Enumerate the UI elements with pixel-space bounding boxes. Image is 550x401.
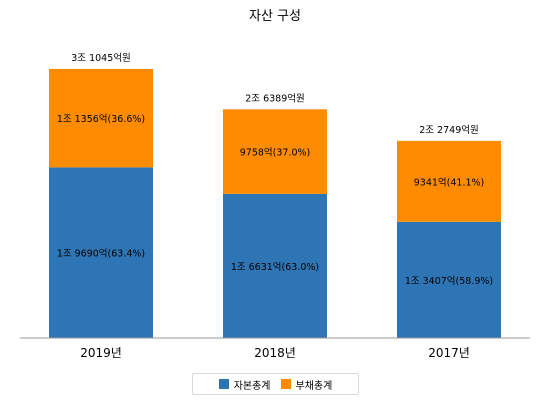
segment-label-liabilities-0: 1조 1356억(36.6%) [57, 113, 145, 125]
segment-label-equity-1: 1조 6631억(63.0%) [231, 261, 319, 273]
segment-label-liabilities-1: 9758억(37.0%) [240, 147, 311, 159]
chart-title: 자산 구성 [249, 9, 301, 24]
total-label-0: 3조 1045억원 [71, 52, 130, 64]
bar-equity-0 [49, 167, 153, 338]
x-tick-label-2: 2017년 [428, 346, 470, 360]
legend-label-liabilities: 부채총계 [295, 380, 333, 392]
x-tick-label-1: 2018년 [254, 346, 296, 360]
x-tick-label-0: 2019년 [80, 346, 122, 360]
bar-liabilities-2 [397, 140, 501, 222]
legend-label-equity: 자본총계 [233, 380, 271, 392]
legend-item-equity[interactable]: 자본총계 [218, 377, 271, 392]
legend-swatch-liabilities [280, 379, 291, 389]
segment-label-equity-2: 1조 3407억(58.9%) [405, 275, 493, 287]
total-label-1: 2조 6389억원 [245, 92, 304, 104]
legend-swatch-equity [218, 379, 229, 389]
bar-liabilities-1 [223, 109, 327, 194]
total-label-2: 2조 2749억원 [419, 124, 478, 136]
segment-label-equity-0: 1조 9690억(63.4%) [57, 248, 145, 260]
bar-liabilities-0 [49, 68, 153, 168]
bar-equity-1 [223, 193, 327, 338]
legend: 자본총계 부채총계 [192, 373, 359, 395]
bar-equity-2 [397, 221, 501, 338]
segment-label-liabilities-2: 9341억(41.1%) [414, 176, 485, 188]
legend-item-liabilities[interactable]: 부채총계 [280, 377, 333, 392]
